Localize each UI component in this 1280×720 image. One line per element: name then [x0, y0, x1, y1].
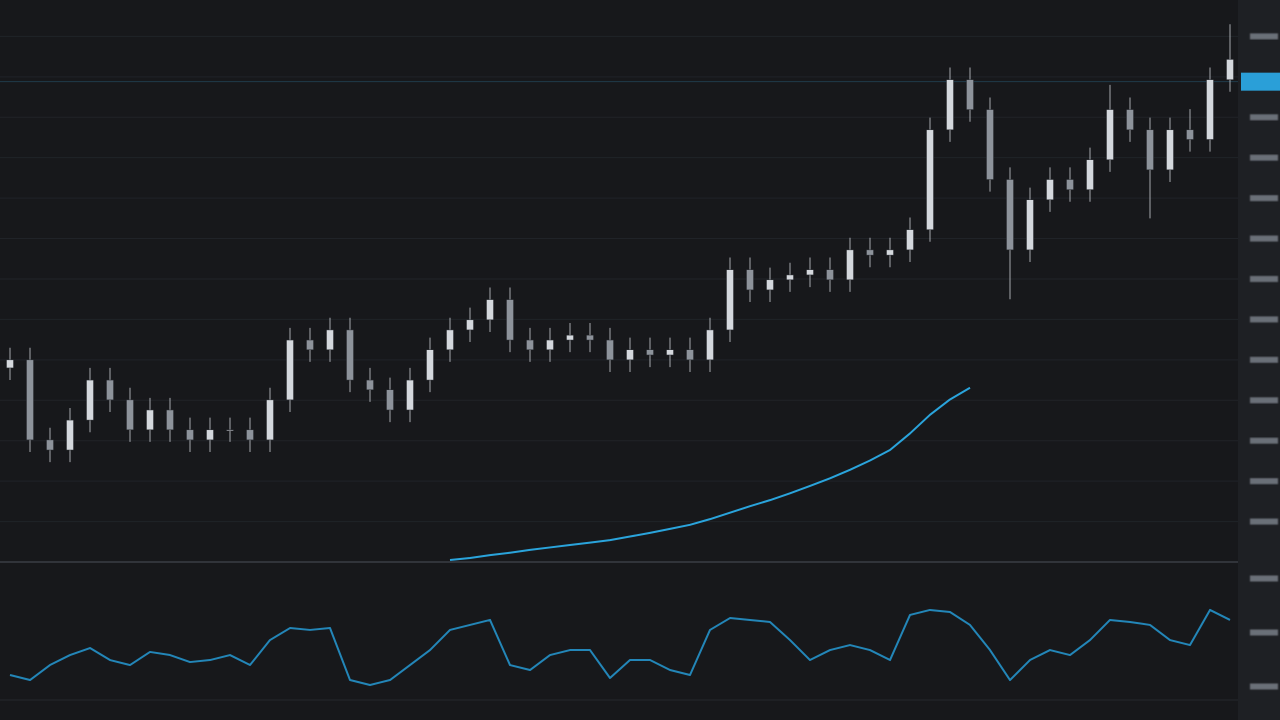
y-tick-label-blurred	[1250, 235, 1278, 242]
candle-body	[386, 389, 394, 411]
y-tick-label-blurred	[1250, 629, 1278, 636]
y-tick-label-blurred	[1250, 195, 1278, 202]
candle-body	[986, 109, 994, 180]
candle-body	[506, 299, 514, 341]
candle-body	[526, 339, 534, 350]
candle-body	[26, 359, 34, 441]
candle-body	[866, 249, 874, 256]
candle-body	[286, 339, 294, 401]
candle-body	[106, 379, 114, 401]
candle-body	[726, 269, 734, 331]
y-tick-label-blurred	[1250, 518, 1278, 525]
candle-body	[846, 249, 854, 281]
candle-body	[1006, 179, 1014, 251]
candle-body	[806, 269, 814, 276]
candle-body	[1046, 179, 1054, 200]
indicator-line	[449, 386, 971, 561]
candle-body	[486, 299, 494, 321]
candle-body	[126, 399, 134, 431]
y-tick-label-blurred	[1250, 437, 1278, 444]
candle-body	[666, 349, 674, 356]
candle-body	[786, 274, 794, 281]
candle-body	[1126, 109, 1134, 131]
y-tick-label-blurred	[1250, 114, 1278, 121]
candle-body	[246, 429, 254, 441]
candle-body	[1226, 59, 1234, 80]
candle-body	[166, 409, 174, 431]
y-tick-label-blurred	[1250, 154, 1278, 161]
candle-body	[306, 339, 314, 350]
candle-body	[1066, 179, 1074, 190]
candle-body	[46, 439, 54, 451]
y-tick-label-blurred	[1250, 683, 1278, 690]
candle-body	[186, 429, 194, 441]
candle-body	[1146, 129, 1154, 171]
candle-body	[606, 339, 614, 361]
candle-body	[766, 279, 774, 291]
candle-body	[6, 359, 14, 369]
candle-body	[646, 349, 654, 356]
candle-body	[466, 319, 474, 331]
candle-body	[746, 269, 754, 291]
y-tick-label-blurred	[1250, 478, 1278, 485]
candle-body	[266, 399, 274, 441]
candle-body	[406, 379, 414, 411]
candle-body	[946, 79, 954, 131]
y-tick-label-blurred	[1250, 275, 1278, 282]
candle-body	[1086, 159, 1094, 190]
candle-body	[146, 409, 154, 431]
candle-body	[366, 379, 374, 391]
indicator-line	[9, 608, 1231, 687]
candle-body	[86, 379, 94, 421]
candle-body	[346, 329, 354, 381]
candle-body	[226, 429, 234, 432]
y-tick-label-blurred	[1250, 33, 1278, 40]
candle-body	[906, 229, 914, 251]
candle-body	[1166, 129, 1174, 171]
candle-body	[826, 269, 834, 281]
y-tick-label-blurred	[1250, 575, 1278, 582]
candle-body	[1106, 109, 1114, 160]
candle-body	[566, 334, 574, 341]
candle-body	[326, 329, 334, 350]
y-tick-label-blurred	[1250, 397, 1278, 404]
y-tick-label-blurred	[1250, 356, 1278, 363]
candle-body	[586, 334, 594, 341]
candle-body	[206, 429, 214, 441]
candle-body	[426, 349, 434, 381]
candle-body	[66, 419, 74, 451]
candle-body	[446, 329, 454, 350]
candle-body	[686, 349, 694, 361]
candle-body	[966, 79, 974, 110]
candle-body	[1026, 199, 1034, 251]
candle-body	[926, 129, 934, 230]
current-price-tag	[1241, 72, 1280, 91]
candle-body	[626, 349, 634, 361]
candle-body	[706, 329, 714, 361]
y-tick-label-blurred	[1250, 316, 1278, 323]
candle-body	[1206, 79, 1214, 140]
candle-body	[546, 339, 554, 350]
candle-body	[886, 249, 894, 256]
candle-body	[1186, 129, 1194, 140]
